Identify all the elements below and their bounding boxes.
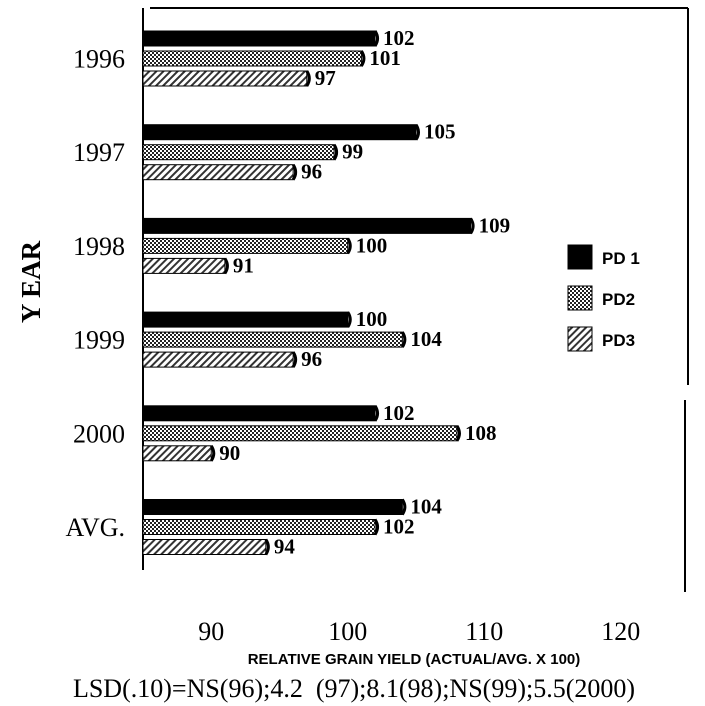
y-axis-label: Y EAR <box>16 240 46 323</box>
bar-end-cap <box>373 404 380 422</box>
data-label: 96 <box>301 347 322 371</box>
bar-end-cap <box>291 163 298 181</box>
bar-pd2-1999 <box>142 331 403 348</box>
bar-pd2-1996 <box>142 50 362 67</box>
bar-end-cap <box>223 257 229 275</box>
legend: PD 1 PD2 PD3 <box>567 244 640 352</box>
legend-swatch-pd2 <box>567 285 593 311</box>
category-label-1998: 1998 <box>73 232 125 261</box>
bars-layer: 1021019710599961091009110010496102108901… <box>142 26 511 559</box>
bar-end-cap <box>469 217 475 235</box>
data-label: 94 <box>274 535 296 559</box>
data-label: 108 <box>465 421 497 445</box>
bar-pd2-1997 <box>142 144 335 161</box>
x-tick-label: 120 <box>601 617 640 646</box>
bar-pd1-2000 <box>142 405 376 422</box>
data-label: 99 <box>342 140 363 164</box>
bar-pd3-avg <box>142 539 267 555</box>
bar-end-cap <box>209 444 216 462</box>
category-label-avg: AVG. <box>66 513 125 542</box>
data-label: 109 <box>479 213 511 237</box>
data-label: 102 <box>383 401 415 425</box>
plot-frame <box>142 7 689 592</box>
bar-pd1-1998 <box>142 217 472 234</box>
data-label: 105 <box>424 120 456 144</box>
data-label: 100 <box>356 233 388 257</box>
bar-pd1-1997 <box>142 124 417 141</box>
x-tick-label: 100 <box>328 617 367 646</box>
data-label: 97 <box>315 66 336 90</box>
bar-pd2-avg <box>142 519 376 535</box>
data-label: 101 <box>369 46 401 70</box>
bar-end-cap <box>332 143 339 161</box>
bar-end-cap <box>360 50 366 67</box>
data-label: 91 <box>233 253 254 277</box>
bar-end-cap <box>401 498 407 516</box>
bar-pd1-1996 <box>142 30 376 47</box>
bar-pd3-1996 <box>142 70 308 87</box>
x-tick-label: 110 <box>465 617 503 646</box>
legend-label-pd1: PD 1 <box>602 249 640 268</box>
bar-end-cap <box>346 237 352 255</box>
x-tick-labels: 90 100 110 120 <box>198 617 640 646</box>
bar-end-cap <box>305 70 311 87</box>
legend-swatch-pd1 <box>567 244 593 270</box>
bar-pd2-1998 <box>142 237 349 254</box>
category-label-2000: 2000 <box>73 419 125 448</box>
bar-pd3-2000 <box>142 445 212 462</box>
bar-end-cap <box>291 351 298 368</box>
x-axis-label: RELATIVE GRAIN YIELD (ACTUAL/AVG. X 100) <box>248 651 581 668</box>
data-label: 104 <box>410 495 442 519</box>
data-label: 90 <box>219 441 240 465</box>
category-label-1999: 1999 <box>73 326 125 355</box>
bar-pd2-2000 <box>142 425 458 442</box>
category-label-1997: 1997 <box>73 138 125 167</box>
bar-end-cap <box>414 123 420 141</box>
bar-pd3-1998 <box>142 257 226 274</box>
data-label: 100 <box>356 307 388 331</box>
bar-end-cap <box>373 518 380 536</box>
bar-pd3-1999 <box>142 351 294 368</box>
lsd-note: LSD(.10)=NS(96);4.2 (97);8.1(98);NS(99);… <box>73 674 635 703</box>
bar-pd1-1999 <box>142 311 349 328</box>
data-label: 96 <box>301 160 322 184</box>
legend-label-pd3: PD3 <box>602 331 635 350</box>
legend-label-pd2: PD2 <box>602 290 635 309</box>
data-label: 102 <box>383 515 415 539</box>
bar-pd1-avg <box>142 499 403 515</box>
data-label: 102 <box>383 26 415 50</box>
bar-end-cap <box>455 424 461 442</box>
category-label-1996: 1996 <box>73 45 125 74</box>
bar-end-cap <box>373 30 380 47</box>
bar-end-cap <box>346 311 352 328</box>
x-tick-label: 90 <box>198 617 224 646</box>
bar-end-cap <box>264 538 270 556</box>
bar-end-cap <box>401 331 407 348</box>
bar-pd3-1997 <box>142 164 294 181</box>
category-labels: 1996 1997 1998 1999 2000 AVG. <box>66 45 125 543</box>
data-label: 104 <box>410 327 442 351</box>
legend-swatch-pd3 <box>567 326 593 352</box>
